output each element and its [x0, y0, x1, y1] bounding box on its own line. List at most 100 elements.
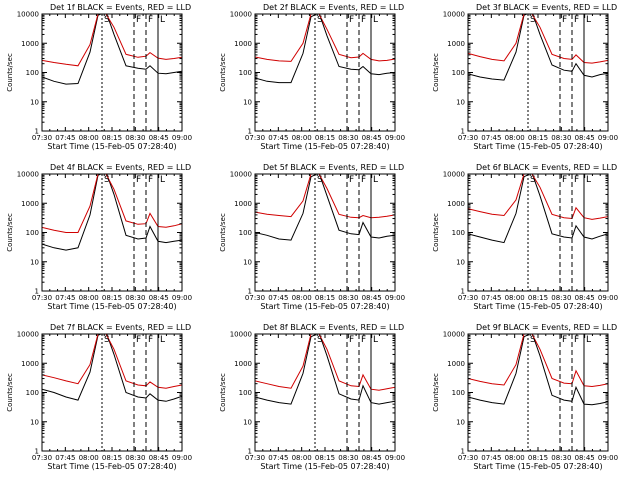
y-tick-label: 10 — [243, 418, 252, 426]
x-tick-label: 07:30 — [32, 294, 52, 302]
series-events-line — [42, 14, 182, 85]
x-tick-label: 08:45 — [362, 134, 382, 142]
series-lld-line — [255, 174, 395, 219]
y-tick-label: 10 — [456, 258, 465, 266]
x-tick-label: 08:15 — [528, 454, 548, 462]
y-axis-label: Counts/sec — [6, 53, 14, 92]
marker-label: F — [349, 15, 354, 25]
y-tick-label: 10000 — [230, 11, 252, 19]
x-axis-label: Start Time (15-Feb-05 07:28:40) — [47, 462, 176, 471]
detector-panel-2: Det 2f BLACK = Events, RED = LLD S F F L 1 10 1… — [213, 0, 426, 160]
plot-frame — [467, 13, 609, 132]
marker-label: S — [104, 335, 110, 345]
x-tick-label: 09:00 — [385, 294, 405, 302]
y-tick-label: 1 — [248, 128, 252, 136]
marker-label: S — [317, 175, 323, 185]
marker-label: L — [373, 15, 378, 25]
panel-title: Det 5f BLACK = Events, RED = LLD — [263, 163, 404, 172]
y-tick-label: 100 — [26, 69, 39, 77]
marker-label: F — [136, 15, 141, 25]
x-tick-label: 08:00 — [505, 454, 525, 462]
y-axis-label: Counts/sec — [219, 53, 227, 92]
series-events-line — [255, 174, 395, 241]
y-tick-label: 1000 — [21, 200, 39, 208]
x-tick-label: 08:30 — [551, 294, 571, 302]
x-tick-label: 08:15 — [102, 134, 122, 142]
y-tick-label: 10 — [30, 258, 39, 266]
plot-frame — [41, 333, 183, 452]
y-tick-label: 1000 — [447, 200, 465, 208]
y-axis-label: Counts/sec — [6, 213, 14, 252]
series-events-line — [255, 14, 395, 84]
x-tick-label: 08:15 — [315, 134, 335, 142]
y-tick-label: 1 — [461, 128, 465, 136]
detector-panel-6: Det 6f BLACK = Events, RED = LLD S F F L 1 10 1… — [426, 160, 639, 320]
x-tick-label: 09:00 — [598, 454, 618, 462]
marker-label: L — [160, 15, 165, 25]
marker-label: L — [160, 175, 165, 185]
x-tick-label: 08:00 — [292, 454, 312, 462]
marker-label: F — [361, 15, 366, 25]
x-tick-label: 07:45 — [55, 134, 75, 142]
plot-frame — [41, 173, 183, 292]
marker-label: L — [160, 335, 165, 345]
y-tick-label: 1 — [248, 288, 252, 296]
y-tick-label: 10 — [243, 258, 252, 266]
marker-label: F — [361, 175, 366, 185]
series-lld-line — [468, 334, 608, 388]
y-tick-label: 10000 — [230, 331, 252, 339]
panel-title: Det 4f BLACK = Events, RED = LLD — [50, 163, 191, 172]
x-axis-label: Start Time (15-Feb-05 07:28:40) — [260, 462, 389, 471]
detector-panel-5: Det 5f BLACK = Events, RED = LLD S F F L 1 10 1… — [213, 160, 426, 320]
y-tick-label: 10000 — [17, 331, 39, 339]
marker-label: S — [530, 175, 536, 185]
y-axis-label: Counts/sec — [432, 373, 440, 412]
x-tick-label: 08:30 — [125, 294, 145, 302]
marker-label: F — [562, 335, 567, 345]
y-axis-label: Counts/sec — [6, 373, 14, 412]
y-tick-label: 10000 — [230, 171, 252, 179]
series-lld-line — [42, 14, 182, 67]
detector-panel-9: Det 9f BLACK = Events, RED = LLD S F F L 1 10 1… — [426, 320, 639, 480]
panel-title: Det 7f BLACK = Events, RED = LLD — [50, 323, 191, 332]
plot-frame — [41, 13, 183, 132]
x-tick-label: 09:00 — [172, 454, 192, 462]
series-lld-line — [42, 174, 182, 233]
y-tick-label: 100 — [452, 69, 465, 77]
y-tick-label: 1 — [35, 288, 39, 296]
x-tick-label: 07:30 — [32, 134, 52, 142]
marker-label: S — [104, 175, 110, 185]
x-axis-label: Start Time (15-Feb-05 07:28:40) — [260, 142, 389, 151]
y-tick-label: 10 — [30, 418, 39, 426]
panel-title: Det 1f BLACK = Events, RED = LLD — [50, 3, 191, 12]
y-tick-label: 10000 — [17, 171, 39, 179]
panel-title: Det 3f BLACK = Events, RED = LLD — [476, 3, 617, 12]
y-tick-label: 100 — [452, 229, 465, 237]
x-axis-label: Start Time (15-Feb-05 07:28:40) — [260, 302, 389, 311]
marker-label: F — [562, 15, 567, 25]
y-axis-label: Counts/sec — [219, 373, 227, 412]
detector-panel-1: Det 1f BLACK = Events, RED = LLD S F F L 1 10 1… — [0, 0, 213, 160]
x-tick-label: 08:15 — [102, 454, 122, 462]
y-tick-label: 1 — [461, 288, 465, 296]
x-tick-label: 08:45 — [575, 454, 595, 462]
x-tick-label: 07:45 — [55, 454, 75, 462]
x-tick-label: 08:15 — [315, 454, 335, 462]
y-tick-label: 1 — [461, 448, 465, 456]
x-tick-label: 07:45 — [55, 294, 75, 302]
y-tick-label: 1000 — [234, 360, 252, 368]
detector-panel-3: Det 3f BLACK = Events, RED = LLD S F F L 1 10 1… — [426, 0, 639, 160]
y-tick-label: 10000 — [443, 331, 465, 339]
x-tick-label: 08:30 — [338, 134, 358, 142]
x-tick-label: 08:30 — [338, 294, 358, 302]
series-lld-line — [255, 14, 395, 62]
marker-label: S — [317, 15, 323, 25]
x-axis-label: Start Time (15-Feb-05 07:28:40) — [473, 142, 602, 151]
y-tick-label: 100 — [26, 389, 39, 397]
x-tick-label: 08:45 — [575, 294, 595, 302]
